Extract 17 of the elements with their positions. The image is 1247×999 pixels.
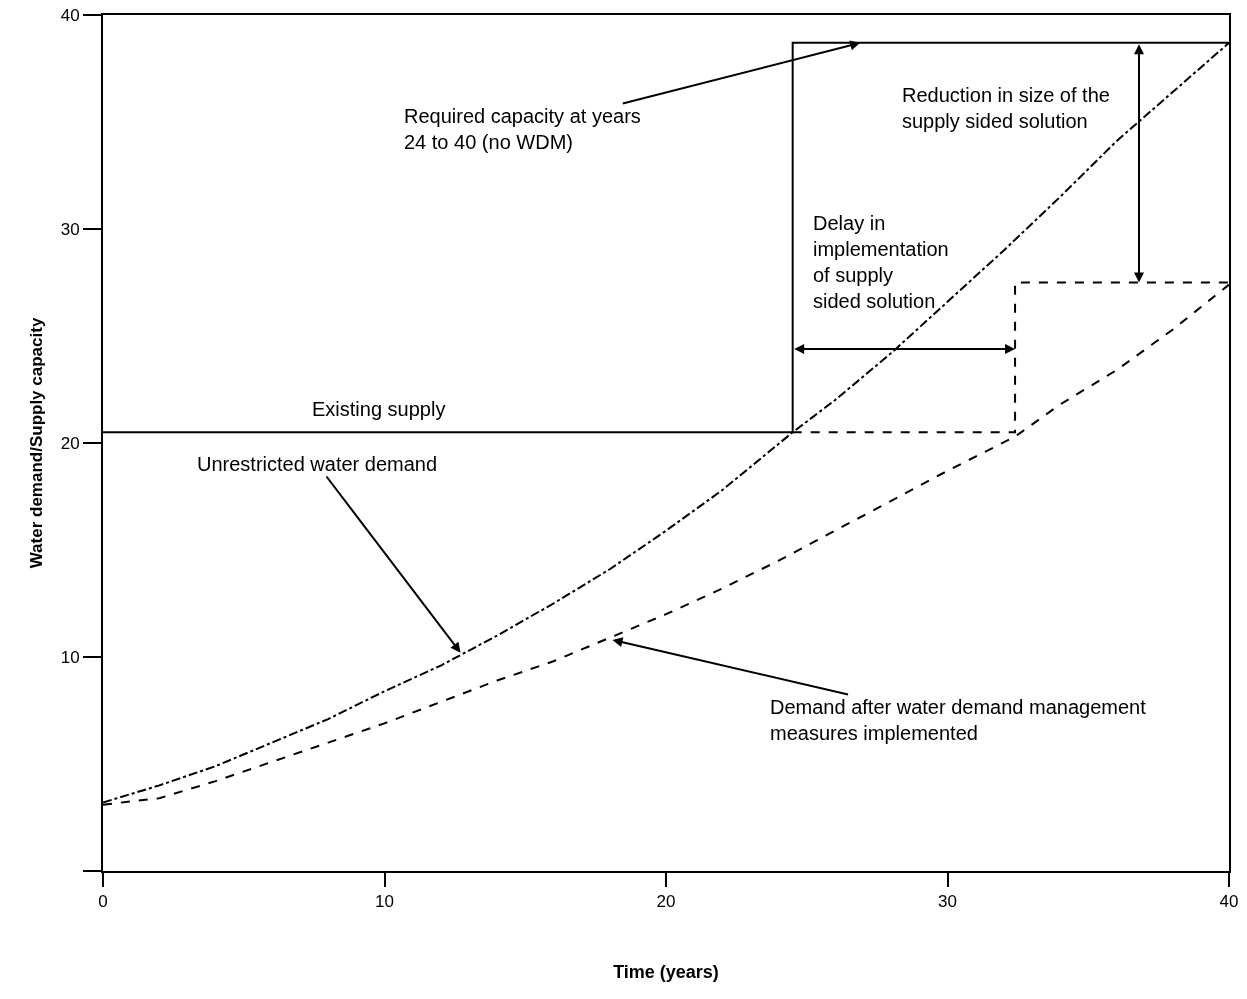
x-axis-title: Time (years) bbox=[613, 962, 719, 982]
y-tick-label: 40 bbox=[60, 5, 80, 25]
y-tick-label: 20 bbox=[60, 433, 80, 453]
y-tick-label: 10 bbox=[60, 647, 80, 667]
annotation: Demand after water demand management measures implemented bbox=[770, 696, 1147, 744]
annotation: Unrestricted water demand bbox=[197, 453, 438, 475]
annotation: Reduction in size of the supply sided solution bbox=[902, 84, 1110, 132]
x-tick-label: 0 bbox=[98, 892, 108, 912]
x-tick-label: 20 bbox=[656, 892, 676, 912]
y-axis-title: Water demand/Supply capacity bbox=[26, 317, 46, 569]
x-tick-label: 10 bbox=[375, 892, 394, 912]
y-tick-label: 30 bbox=[60, 219, 80, 239]
annotation: Required capacity at years 24 to 40 (no WDM) bbox=[404, 105, 641, 153]
annotation: Delay in implementation of supply sided solution bbox=[813, 212, 949, 312]
x-tick-label: 40 bbox=[1219, 892, 1239, 912]
annotation: Existing supply bbox=[312, 398, 446, 420]
x-tick-label: 30 bbox=[938, 892, 957, 912]
